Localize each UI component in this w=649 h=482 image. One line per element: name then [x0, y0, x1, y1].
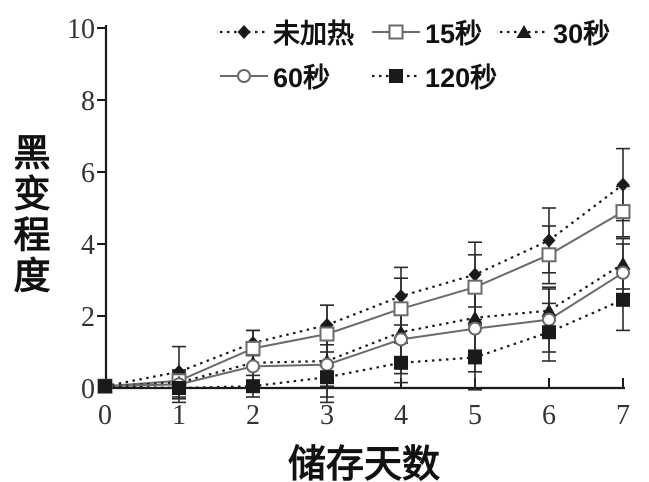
x-axis-title: 储存天数 [287, 444, 441, 482]
legend-item-15秒: 15秒 [372, 12, 482, 51]
legend-sample-60秒 [220, 68, 268, 83]
x-tick-label: 6 [542, 400, 556, 431]
y-tick-label: 0 [81, 374, 95, 405]
y-axis-title: 黑变程度 [8, 133, 49, 297]
filled-triangle-marker [467, 310, 483, 324]
filled-diamond-marker [542, 233, 556, 248]
legend-label: 30秒 [553, 19, 611, 49]
series-line-60秒 [104, 271, 624, 388]
y-tick-label: 6 [81, 158, 95, 189]
y-tick-label: 4 [81, 230, 95, 261]
x-tick-label: 3 [320, 400, 334, 431]
open-circle-marker [616, 265, 630, 280]
x-tick-label: 7 [616, 400, 630, 431]
open-square-marker [467, 279, 483, 295]
filled-square-legend-marker [389, 68, 404, 83]
y-tick-label: 2 [81, 302, 95, 333]
x-tick-label: 4 [394, 400, 408, 431]
x-tick-label: 1 [172, 400, 186, 431]
legend-label: 未加热 [273, 19, 354, 49]
legend-sample-30秒 [500, 24, 549, 38]
series-line-120秒 [104, 298, 624, 390]
filled-diamond-marker [394, 289, 408, 304]
legend-item-30秒: 30秒 [500, 12, 610, 51]
open-circle-legend-marker [237, 68, 251, 83]
filled-square-marker [468, 350, 482, 365]
series-line-15秒 [104, 210, 624, 388]
legend-label: 60秒 [273, 63, 331, 93]
y-tick-label: 8 [81, 86, 95, 117]
open-square-marker [245, 340, 261, 356]
filled-square-marker [616, 292, 630, 307]
filled-square-marker [394, 355, 408, 370]
series-line-未加热 [104, 183, 624, 388]
filled-square-marker [246, 379, 260, 394]
x-tick-label: 0 [98, 400, 112, 431]
series-line-30秒 [104, 262, 624, 388]
open-circle-marker [320, 357, 334, 372]
filled-square-marker [542, 325, 556, 340]
legend-row-1: 未加热 15秒 30秒 [220, 12, 610, 51]
legend-item-60秒: 60秒 [220, 56, 330, 95]
filled-triangle-marker [541, 303, 557, 317]
x-tick-label: 2 [246, 400, 260, 431]
legend-label: 120秒 [425, 63, 498, 93]
legend-sample-15秒 [372, 24, 420, 39]
legend-sample-120秒 [372, 68, 421, 83]
open-square-marker [615, 204, 631, 220]
filled-triangle-legend-marker [516, 24, 532, 38]
legend-sample-未加热 [220, 24, 268, 39]
open-square-marker [319, 326, 335, 342]
legend-label: 15秒 [425, 19, 483, 49]
open-square-legend-marker [388, 24, 404, 39]
filled-square-marker [172, 381, 186, 395]
filled-triangle-marker [615, 256, 631, 270]
filled-diamond-marker [468, 267, 482, 282]
legend-item-未加热: 未加热 [220, 12, 354, 51]
open-square-marker [393, 301, 409, 317]
legend-item-120秒: 120秒 [372, 56, 497, 95]
open-square-marker [541, 247, 557, 263]
x-tick-label: 5 [468, 400, 482, 431]
legend-row-2: 60秒 120秒 [220, 56, 497, 95]
open-circle-marker [468, 321, 482, 336]
filled-diamond-marker [616, 177, 630, 192]
y-tick-label: 10 [67, 14, 95, 45]
filled-diamond-legend-marker [237, 24, 251, 39]
open-circle-marker [246, 359, 260, 374]
open-circle-marker [542, 312, 556, 327]
filled-square-marker [320, 370, 334, 385]
open-circle-marker [394, 332, 408, 347]
filled-square-marker [98, 379, 112, 394]
